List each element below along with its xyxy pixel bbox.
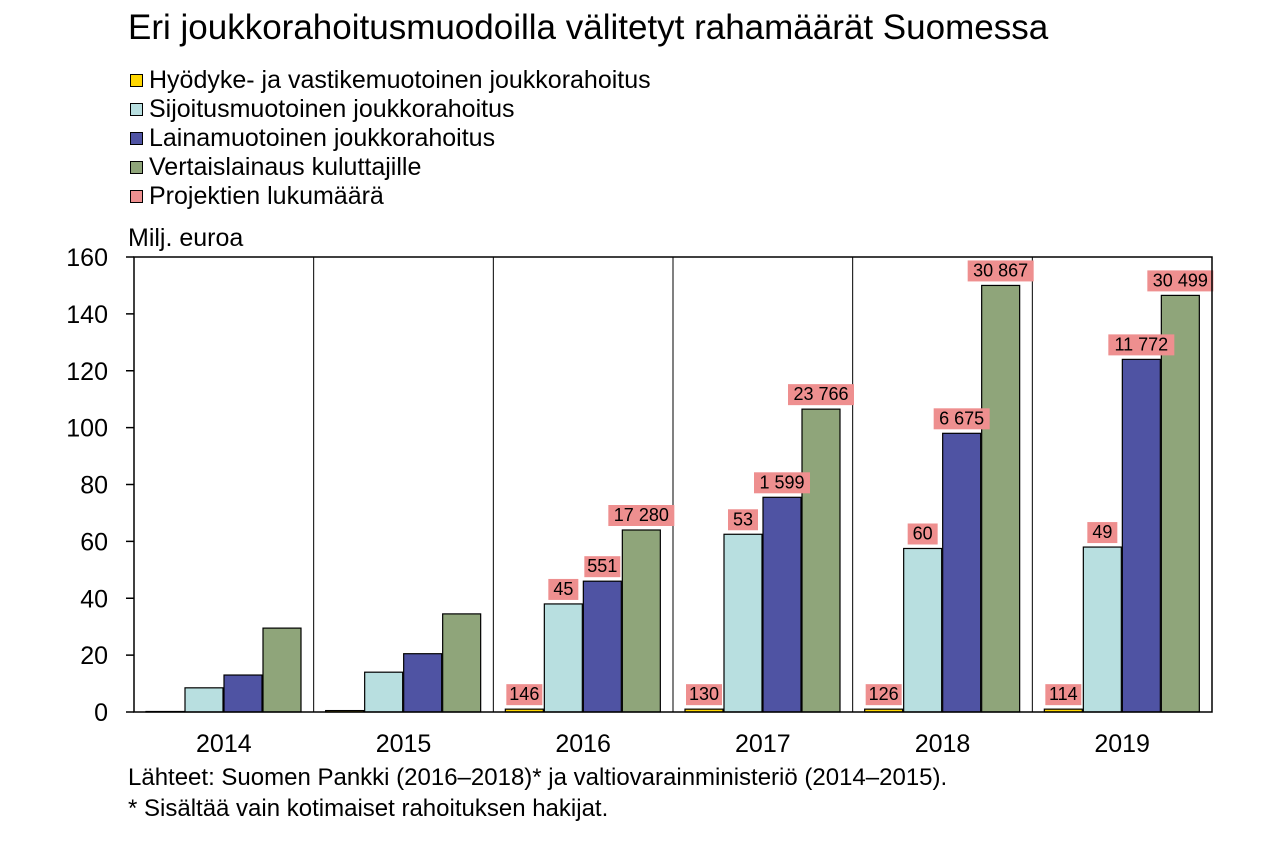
- legend-label-hyodyke: Hyödyke- ja vastikemuotoinen joukkorahoi…: [149, 66, 651, 94]
- count-label: 551: [587, 556, 617, 576]
- count-label-box: [754, 472, 810, 494]
- legend-item-hyodyke: Hyödyke- ja vastikemuotoinen joukkorahoi…: [130, 66, 651, 95]
- y-tick-label: 160: [66, 244, 108, 272]
- legend-swatch-sijoitus: [130, 103, 143, 116]
- bar: [1121, 358, 1161, 713]
- count-label: 126: [869, 684, 899, 704]
- bar: [184, 687, 224, 713]
- count-label-box: [1108, 334, 1175, 356]
- count-label: 45: [553, 579, 573, 599]
- bar: [903, 547, 943, 713]
- count-label: 17 280: [614, 505, 669, 525]
- y-tick-label: 40: [80, 585, 108, 613]
- legend-item-laina: Lainamuotoinen joukkorahoitus: [130, 124, 651, 153]
- x-tick-label: 2019: [1094, 730, 1150, 758]
- legend-swatch-vertaislaina: [130, 161, 143, 174]
- count-label-box: [1045, 684, 1082, 706]
- legend-item-sijoitus: Sijoitusmuotoinen joukkorahoitus: [130, 95, 651, 124]
- count-label: 53: [733, 509, 753, 529]
- count-label-box: [728, 509, 758, 531]
- y-tick-label: 120: [66, 358, 108, 386]
- count-label: 130: [689, 684, 719, 704]
- chart-title: Eri joukkorahoitusmuodoilla välitetyt ra…: [128, 8, 1049, 47]
- y-tick-label: 140: [66, 301, 108, 329]
- x-tick-label: 2014: [196, 730, 252, 758]
- bar: [1160, 294, 1200, 713]
- count-label: 11 772: [1114, 334, 1168, 354]
- count-label-box: [608, 505, 675, 526]
- bar: [1082, 546, 1122, 713]
- count-label-box: [1147, 270, 1214, 292]
- legend-swatch-projektit: [130, 190, 143, 203]
- legend-label-vertaislaina: Vertaislainaus kuluttajille: [149, 153, 422, 181]
- y-tick-label: 80: [80, 472, 108, 500]
- bar: [223, 674, 263, 713]
- count-label-box: [1087, 522, 1118, 544]
- legend-label-sijoitus: Sijoitusmuotoinen joukkorahoitus: [149, 95, 515, 123]
- count-label-box: [584, 556, 621, 578]
- count-label: 23 766: [793, 384, 848, 404]
- count-label: 30 867: [973, 260, 1028, 280]
- source-line: Lähteet: Suomen Pankki (2016–2018)* ja v…: [128, 764, 948, 791]
- count-label-box: [548, 578, 579, 600]
- count-label-box: [907, 523, 938, 545]
- count-label-box: [865, 684, 902, 706]
- y-tick-label: 0: [94, 699, 108, 727]
- bar: [801, 408, 841, 713]
- x-tick-label: 2017: [735, 730, 791, 758]
- y-axis-unit-label: Milj. euroa: [128, 224, 244, 252]
- bar: [403, 653, 443, 713]
- legend: Hyödyke- ja vastikemuotoinen joukkorahoi…: [130, 66, 651, 211]
- bar: [582, 580, 622, 713]
- legend-label-laina: Lainamuotoinen joukkorahoitus: [149, 124, 496, 152]
- count-label: 1 599: [759, 472, 804, 492]
- count-label-box: [933, 408, 990, 430]
- bar: [762, 496, 802, 713]
- count-label: 60: [913, 523, 933, 543]
- footnote-line: * Sisältää vain kotimaiset rahoituksen h…: [128, 795, 609, 822]
- bar: [942, 432, 982, 713]
- count-label: 49: [1092, 522, 1112, 542]
- bar: [981, 284, 1021, 713]
- x-tick-label: 2015: [376, 730, 432, 758]
- bar: [543, 603, 583, 713]
- count-label: 146: [509, 684, 539, 704]
- legend-swatch-hyodyke: [130, 74, 143, 87]
- bar: [723, 533, 763, 713]
- bar: [364, 671, 404, 713]
- count-label: 30 499: [1153, 270, 1208, 290]
- x-tick-label: 2016: [555, 730, 611, 758]
- count-label: 6 675: [939, 408, 984, 428]
- bar: [262, 627, 302, 713]
- y-tick-label: 60: [80, 528, 108, 556]
- count-label-box: [506, 684, 543, 706]
- y-tick-label: 100: [66, 415, 108, 443]
- legend-item-projektit: Projektien lukumäärä: [130, 182, 651, 211]
- sources-note: Lähteet: Suomen Pankki (2016–2018)* ja v…: [128, 762, 947, 824]
- y-tick-label: 20: [80, 642, 108, 670]
- bar: [621, 529, 661, 713]
- bar: [442, 613, 482, 713]
- legend-item-vertaislaina: Vertaislainaus kuluttajille: [130, 153, 651, 182]
- count-label: 114: [1049, 684, 1078, 704]
- x-tick-label: 2018: [915, 730, 971, 758]
- legend-swatch-laina: [130, 132, 143, 145]
- count-label-box: [686, 684, 722, 706]
- legend-label-projektit: Projektien lukumäärä: [149, 182, 384, 210]
- count-label-box: [788, 384, 854, 406]
- plot-frame: [133, 256, 1213, 713]
- count-label-box: [967, 260, 1034, 282]
